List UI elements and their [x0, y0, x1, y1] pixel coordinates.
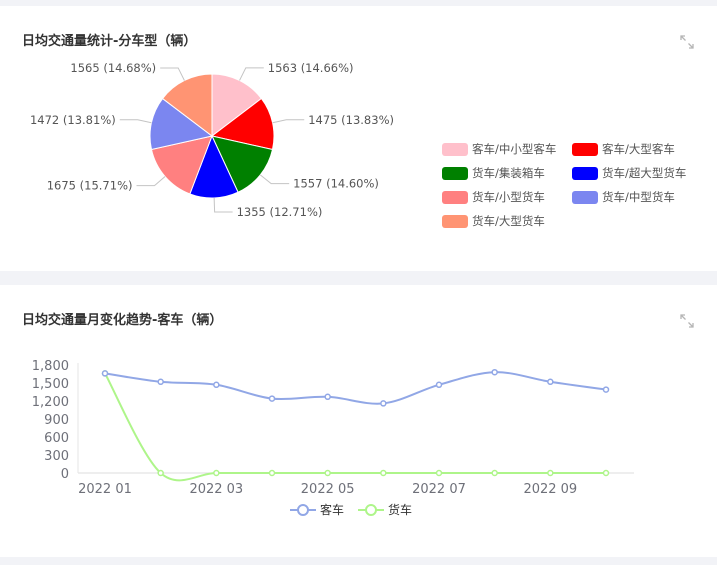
legend-label: 货车/集装箱车 — [472, 166, 545, 180]
data-point[interactable] — [547, 469, 554, 477]
pie-slice[interactable] — [211, 73, 263, 138]
legend-swatch — [572, 167, 598, 180]
data-point[interactable] — [491, 469, 498, 477]
pie-slice-label: 1355 (12.71%) — [237, 205, 323, 219]
pie-chart: 1563 (14.66%) 1475 (13.83%) 1557 (14.60%) 1… — [30, 61, 394, 219]
data-point[interactable] — [380, 400, 387, 407]
expand-icon[interactable] — [679, 313, 695, 329]
line-chart-title: 日均交通量月变化趋势-客车（辆） — [22, 313, 223, 328]
data-point[interactable] — [157, 378, 164, 386]
pie-slice-label: 1565 (14.68%) — [70, 61, 156, 75]
pie-legend-item[interactable]: 货车/小型货车 — [442, 189, 545, 205]
y-tick-label: 600 — [44, 431, 69, 446]
pie-slice-label: 1563 (14.66%) — [268, 61, 354, 75]
pie-slice[interactable] — [149, 97, 214, 151]
legend-swatch — [572, 143, 598, 156]
legend-label: 货车/小型货车 — [472, 190, 545, 204]
legend-label: 货车/超大型货车 — [602, 166, 687, 180]
data-point[interactable] — [213, 469, 220, 477]
legend-label: 客车/中小型客车 — [472, 142, 557, 156]
data-point[interactable] — [435, 381, 443, 389]
data-point[interactable] — [602, 469, 610, 477]
line-legend: 客车 货车 — [290, 501, 426, 520]
pie-legend-item[interactable]: 货车/超大型货车 — [572, 165, 686, 181]
pie-label-line — [119, 119, 152, 124]
pie-legend-item[interactable]: 客车/中小型客车 — [442, 141, 556, 157]
pie-slice-label: 1472 (13.81%) — [30, 113, 116, 127]
series-line — [104, 371, 607, 405]
pie-legend-item[interactable]: 客车/大型客车 — [572, 141, 675, 157]
legend-swatch — [442, 143, 468, 156]
legend-label: 货车 — [388, 503, 413, 517]
legend-label: 客车/大型客车 — [602, 142, 675, 156]
pie-label-line — [213, 197, 233, 213]
series-line — [104, 372, 606, 482]
expand-icon[interactable] — [679, 34, 695, 50]
data-point[interactable] — [268, 395, 276, 402]
legend-swatch — [572, 191, 598, 204]
pie-legend-item[interactable]: 货车/大型货车 — [442, 213, 545, 229]
legend-label: 货车/大型货车 — [472, 214, 545, 228]
pie-slice[interactable] — [211, 135, 274, 193]
pie-label-line — [160, 67, 185, 81]
y-tick-label: 1,800 — [32, 359, 69, 374]
line-legend-item[interactable]: 货车 — [358, 501, 412, 518]
pie-label-line — [239, 67, 264, 81]
y-tick-label: 1,500 — [32, 377, 69, 392]
line-legend-item[interactable]: 客车 — [290, 501, 344, 518]
legend-swatch — [442, 215, 468, 228]
y-tick-label: 900 — [44, 413, 69, 428]
data-point[interactable] — [268, 469, 276, 477]
pie-chart-title: 日均交通量统计-分车型（辆） — [22, 34, 197, 49]
pie-slice-label: 1675 (15.71%) — [47, 179, 133, 193]
data-point[interactable] — [547, 378, 554, 386]
pie-chart-card: 日均交通量统计-分车型（辆） 1563 (14.66%) 1475 (13.83%… — [0, 6, 717, 271]
y-tick-label: 300 — [44, 449, 69, 464]
legend-swatch — [442, 191, 468, 204]
data-point[interactable] — [213, 381, 220, 389]
x-tick-label: 2022 05 — [301, 482, 355, 497]
data-point[interactable] — [602, 386, 610, 393]
legend-label: 货车/中型货车 — [602, 190, 675, 204]
legend-label: 客车 — [320, 503, 345, 517]
pie-slice[interactable] — [161, 73, 213, 138]
pie-slice-label: 1475 (13.83%) — [308, 113, 394, 127]
data-point[interactable] — [380, 469, 387, 477]
line-chart: 0 300 600 900 1,200 1,500 1,800 2022 01 2022 03 2… — [32, 359, 634, 497]
pie-label-line — [272, 119, 305, 124]
legend-swatch — [442, 167, 468, 180]
x-tick-label: 2022 01 — [78, 482, 132, 497]
pie-label-line — [259, 174, 290, 185]
pie-slice-label: 1557 (14.60%) — [293, 177, 379, 191]
x-tick-label: 2022 09 — [523, 482, 577, 497]
pie-legend-item[interactable]: 货车/中型货车 — [572, 189, 675, 205]
data-point[interactable] — [324, 393, 331, 401]
pie-slice[interactable] — [210, 97, 275, 151]
x-tick-label: 2022 03 — [189, 482, 243, 497]
pie-legend-item[interactable]: 货车/集装箱车 — [442, 165, 545, 181]
data-point[interactable] — [101, 370, 109, 377]
y-tick-label: 0 — [61, 467, 69, 482]
data-point[interactable] — [435, 469, 443, 477]
data-point[interactable] — [324, 469, 331, 477]
y-tick-label: 1,200 — [32, 395, 69, 410]
data-point[interactable] — [157, 469, 164, 477]
pie-label-line — [136, 176, 166, 187]
legend-line-icon — [290, 503, 316, 516]
data-point[interactable] — [491, 368, 498, 376]
line-chart-card: 日均交通量月变化趋势-客车（辆） 0 300 600 900 1,200 1,500 1,8… — [0, 285, 717, 557]
legend-line-icon — [358, 503, 385, 516]
x-tick-label: 2022 07 — [412, 482, 466, 497]
